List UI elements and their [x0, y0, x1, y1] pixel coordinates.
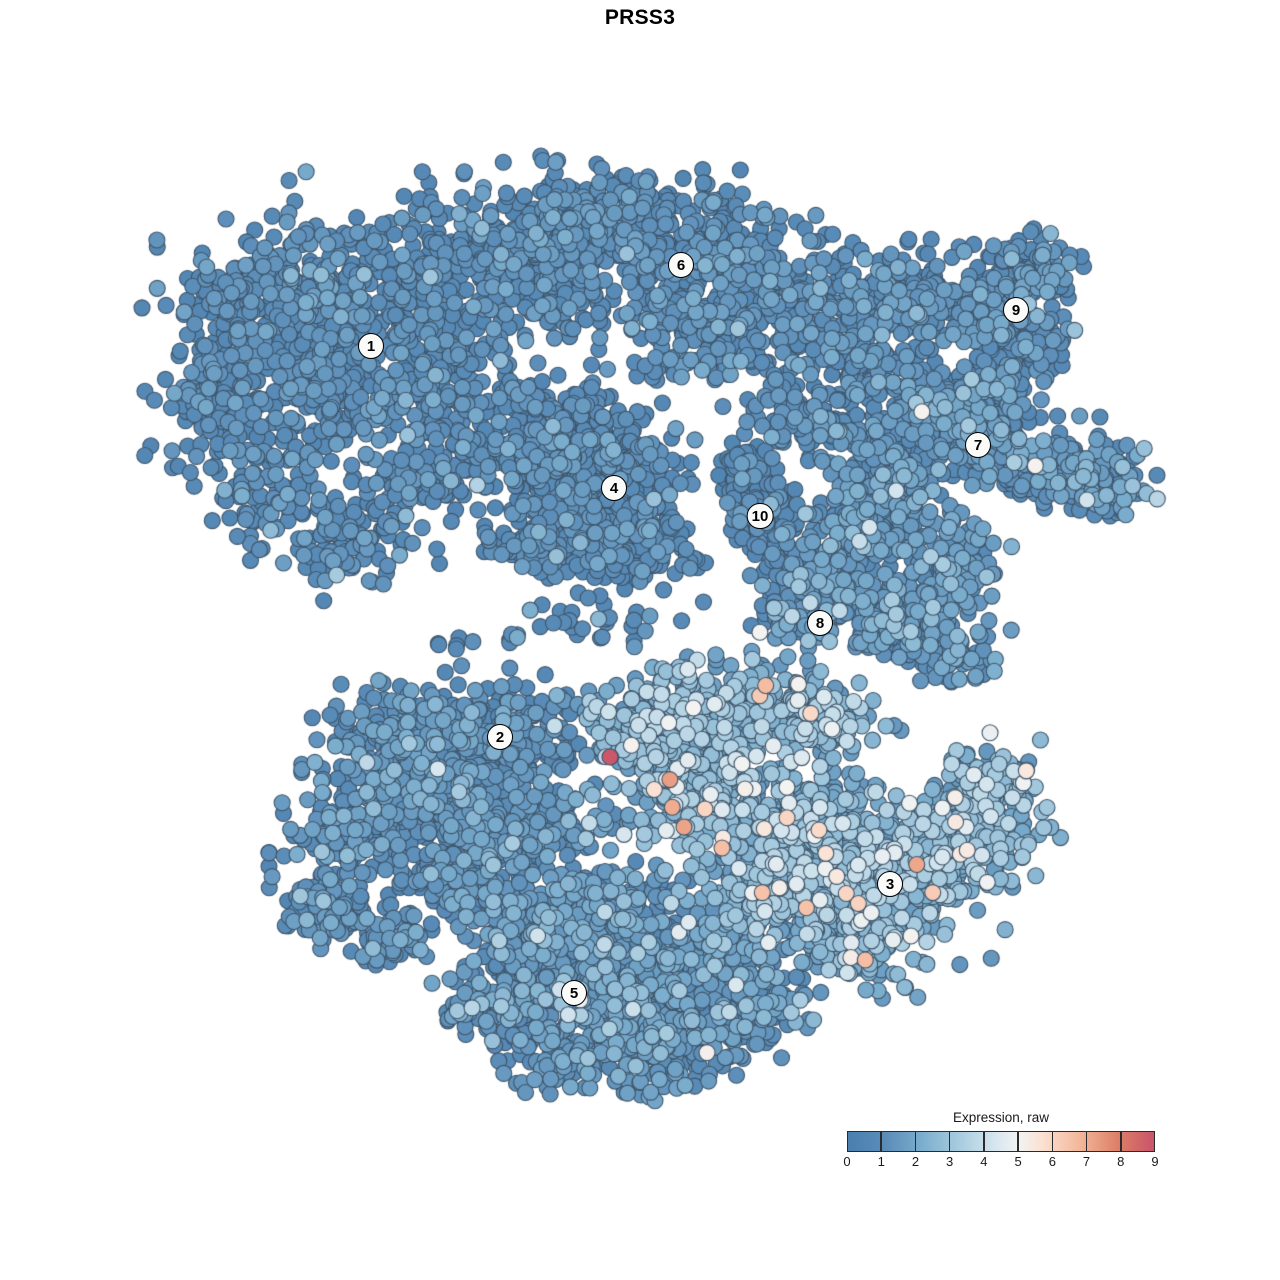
legend-title: Expression, raw: [952, 1110, 1050, 1125]
colorbar-tick: [914, 1131, 917, 1152]
colorbar-tick: [1017, 1131, 1019, 1152]
colorbar-tick-label: 1: [877, 1154, 885, 1169]
cluster-label-1[interactable]: 1: [358, 333, 384, 359]
colorbar-tick: [1085, 1131, 1088, 1152]
cluster-label-4[interactable]: 4: [601, 475, 627, 501]
colorbar-tick: [948, 1131, 951, 1152]
colorbar-tick-label: 7: [1082, 1154, 1091, 1169]
cluster-label-2[interactable]: 2: [487, 724, 513, 750]
colorbar-tick-label: 9: [1151, 1154, 1159, 1169]
colorbar-tick-label: 2: [911, 1154, 920, 1169]
colorbar-gradient: [847, 1131, 1155, 1152]
colorbar-tick-label: 4: [980, 1154, 988, 1169]
cluster-label-8[interactable]: 8: [807, 610, 833, 636]
colorbar-wrap[interactable]: [847, 1131, 1155, 1152]
cluster-label-5[interactable]: 5: [561, 980, 587, 1006]
colorbar-tick-label: 5: [1014, 1154, 1022, 1169]
colorbar-tick-label: 0: [843, 1154, 851, 1169]
colorbar-tick-label: 8: [1117, 1154, 1125, 1169]
colorbar-tick-label: 3: [946, 1154, 954, 1169]
cluster-label-10[interactable]: 10: [746, 503, 774, 529]
colorbar-tick: [880, 1131, 882, 1152]
colorbar-tick: [983, 1131, 985, 1152]
cluster-label-9[interactable]: 9: [1003, 297, 1029, 323]
cluster-label-7[interactable]: 7: [965, 432, 991, 458]
colorbar-tick: [1051, 1131, 1054, 1152]
colorbar-tick: [1120, 1131, 1122, 1152]
colorbar-tick-label: 6: [1048, 1154, 1056, 1169]
cluster-label-3[interactable]: 3: [877, 871, 903, 897]
cluster-label-6[interactable]: 6: [668, 252, 694, 278]
